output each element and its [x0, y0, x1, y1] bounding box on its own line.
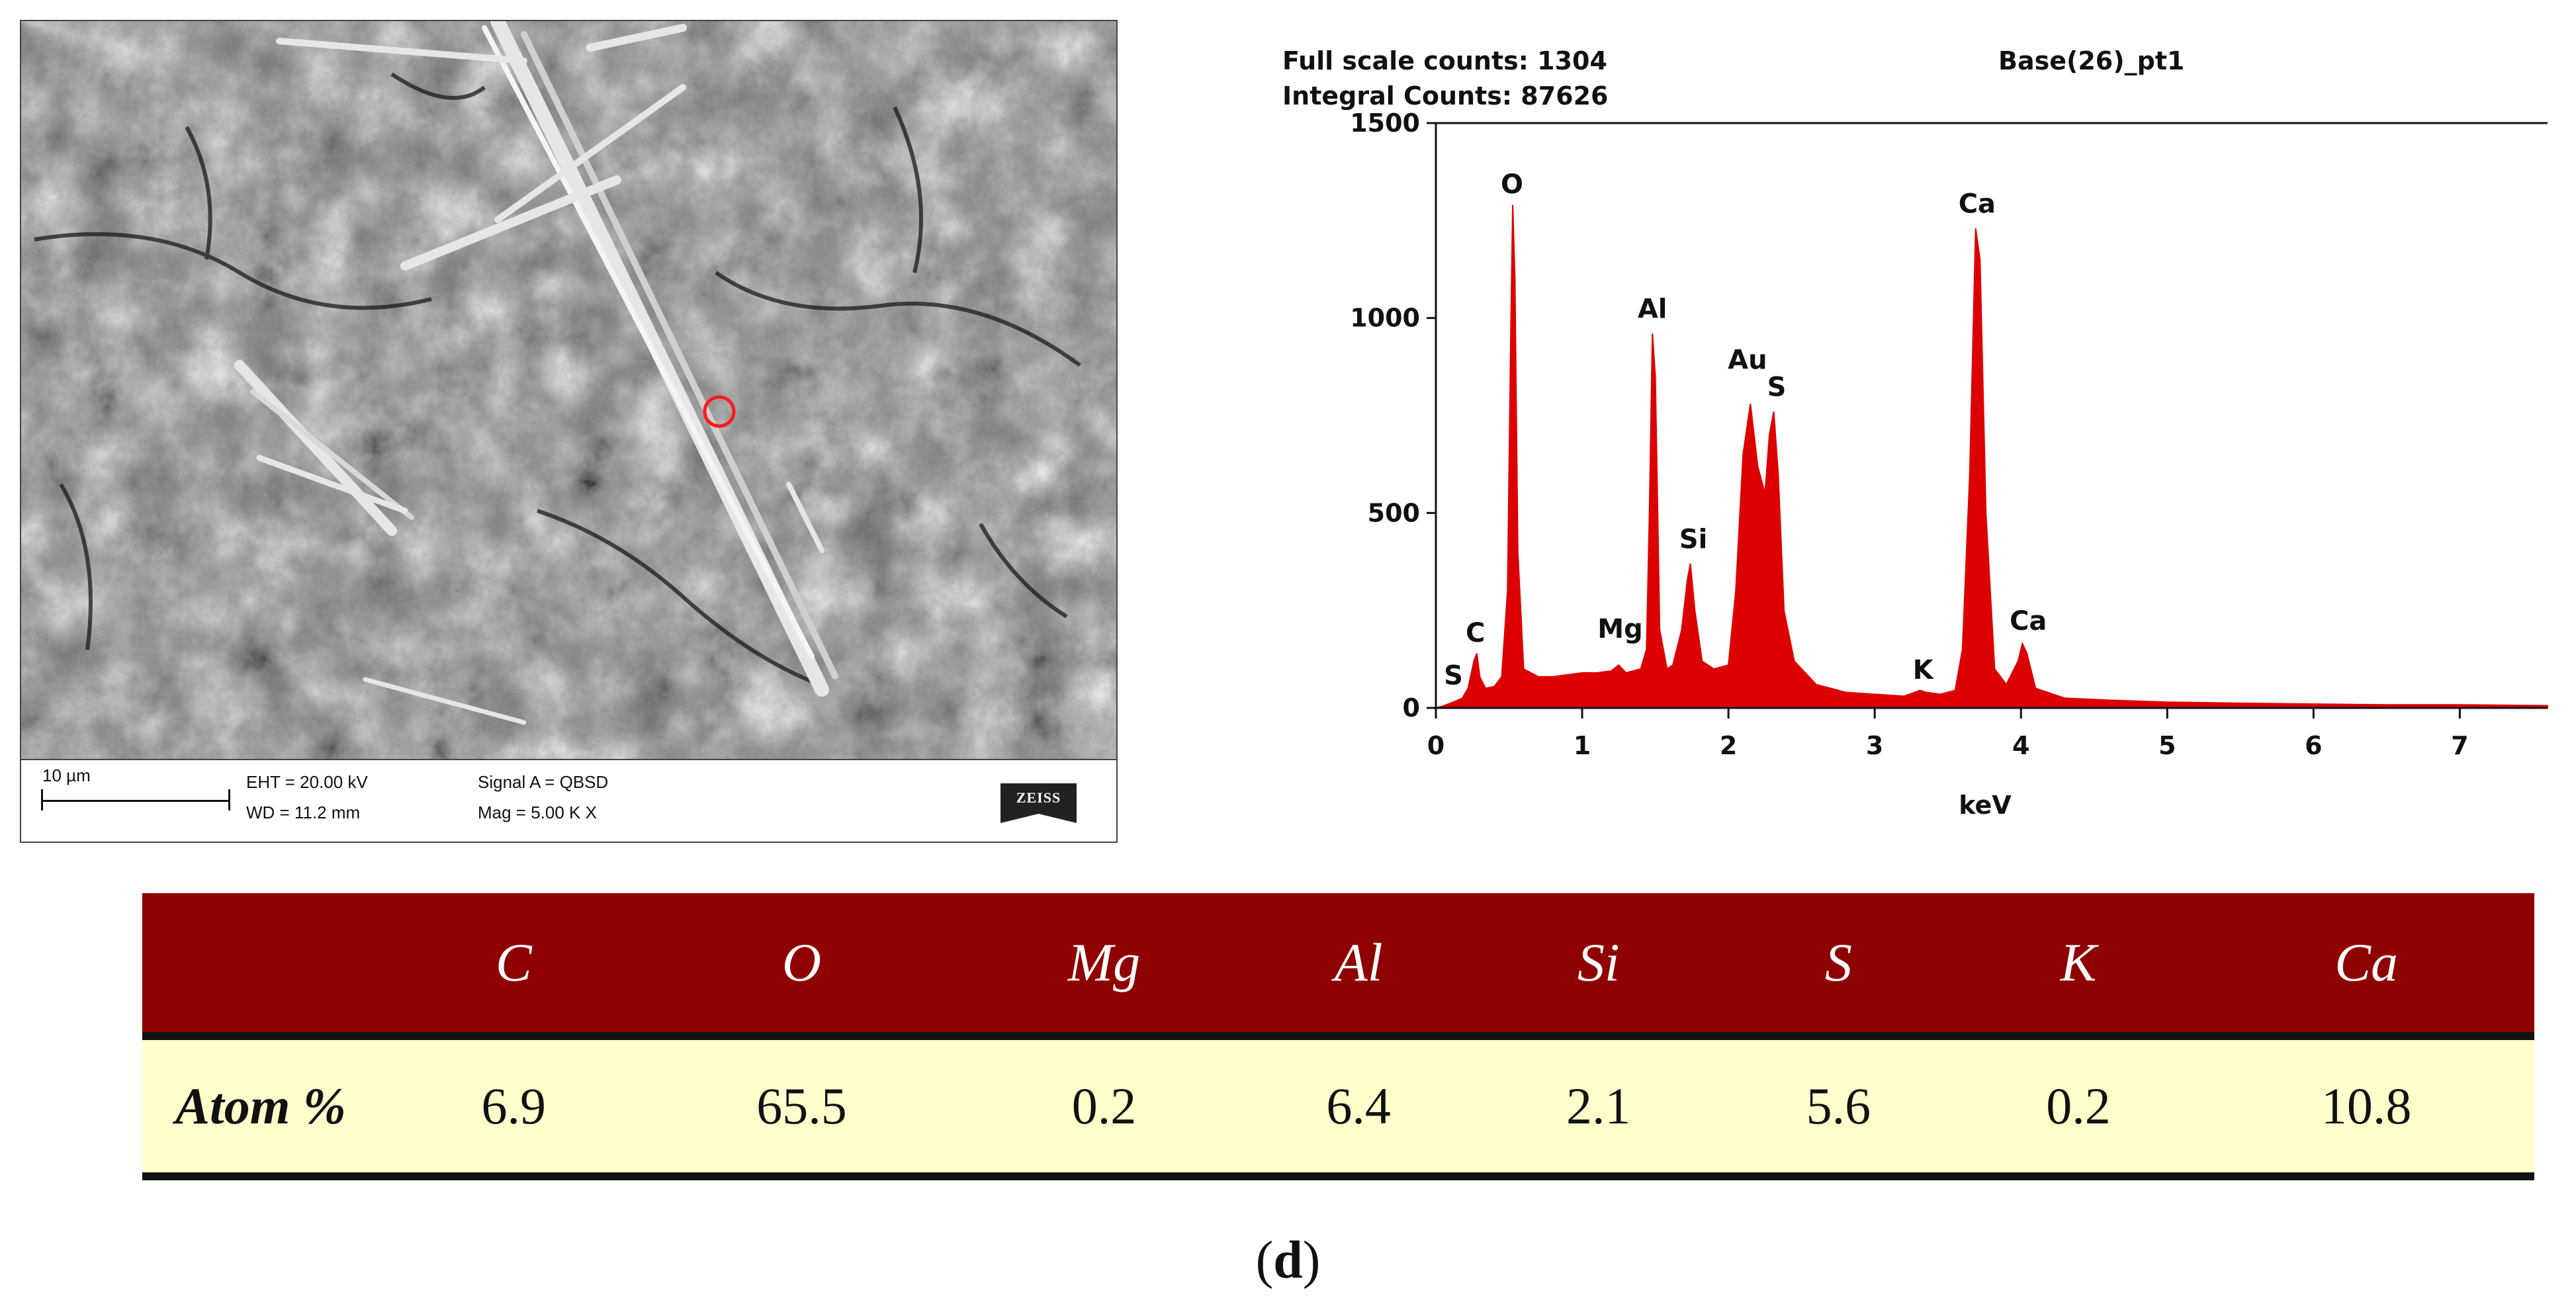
- spectrum-name: Base(26)_pt1: [1998, 46, 2184, 75]
- peak-label: Mg: [1597, 614, 1642, 644]
- value-cell-mg: 0.2: [969, 1036, 1239, 1180]
- signal-readout: Signal A = QBSD: [478, 772, 609, 792]
- x-axis-label: keV: [1959, 791, 2012, 820]
- caption-open: (: [1255, 1231, 1274, 1289]
- table-corner-cell: [142, 893, 394, 1040]
- header-cell-c: C: [394, 893, 634, 1040]
- value-cell-o: 65.5: [633, 1036, 970, 1180]
- header-cell-s: S: [1718, 893, 1959, 1040]
- y-tick-label: 1500: [1350, 109, 1420, 138]
- peak-label: Ca: [1959, 189, 1996, 220]
- scale-bar-tick-right: [228, 789, 230, 810]
- sem-micrograph-image: [21, 21, 1116, 759]
- y-tick-label: 500: [1368, 498, 1420, 527]
- peak-label: Al: [1638, 294, 1667, 325]
- peak-label: Si: [1679, 524, 1708, 554]
- sem-micrograph-panel: 10 µm EHT = 20.00 kV WD = 11.2 mm Signal…: [20, 20, 1118, 843]
- value-cell-al: 6.4: [1238, 1036, 1479, 1180]
- wd-readout: WD = 11.2 mm: [246, 803, 361, 822]
- peak-label: O: [1501, 169, 1523, 200]
- mag-readout: Mag = 5.00 K X: [478, 803, 597, 822]
- header-cell-mg: Mg: [969, 893, 1239, 1040]
- sem-data-bar: 10 µm EHT = 20.00 kV WD = 11.2 mm Signal…: [21, 759, 1116, 842]
- y-tick-label: 0: [1403, 693, 1420, 722]
- scale-bar: [41, 800, 230, 802]
- peak-label: C: [1466, 618, 1485, 648]
- value-cell-s: 5.6: [1718, 1036, 1959, 1180]
- header-cell-ca: Ca: [2198, 893, 2534, 1040]
- figure-caption: (d): [0, 1231, 2576, 1291]
- peak-label: Au: [1728, 345, 1767, 375]
- y-tick-label: 1000: [1350, 304, 1420, 333]
- eds-spectrum-chart: Full scale counts: 1304 Integral Counts:…: [1282, 46, 2548, 820]
- composition-table: C O Mg Al Si S K Ca Atom % 6.9 65.5 0.2 …: [142, 893, 2534, 1180]
- header-cell-k: K: [1958, 893, 2199, 1040]
- x-tick-label: 0: [1427, 731, 1444, 760]
- value-cell-c: 6.9: [394, 1036, 634, 1180]
- x-tick-label: 3: [1866, 731, 1883, 760]
- header-cell-o: O: [633, 893, 970, 1040]
- caption-close: ): [1302, 1231, 1321, 1289]
- integral-counts: Integral Counts: 87626: [1282, 81, 1608, 110]
- value-cell-k: 0.2: [1958, 1036, 2199, 1180]
- peak-label: S: [1444, 661, 1463, 691]
- x-tick-label: 2: [1720, 731, 1737, 760]
- zeiss-logo: ZEISS: [1000, 783, 1077, 823]
- x-tick-label: 4: [2012, 731, 2029, 760]
- value-cell-si: 2.1: [1478, 1036, 1719, 1180]
- peak-label: K: [1913, 655, 1935, 685]
- peak-label: S: [1767, 372, 1787, 403]
- table-row: Atom % 6.9 65.5 0.2 6.4 2.1 5.6 0.2 10.8: [142, 1036, 2534, 1180]
- scale-bar-tick-left: [41, 789, 43, 810]
- value-cell-ca: 10.8: [2198, 1036, 2534, 1180]
- x-tick-label: 1: [1574, 731, 1591, 760]
- full-scale-counts: Full scale counts: 1304: [1282, 46, 1607, 75]
- table-header-row: C O Mg Al Si S K Ca: [142, 893, 2534, 1040]
- header-cell-al: Al: [1238, 893, 1479, 1040]
- x-tick-label: 5: [2158, 731, 2176, 760]
- x-tick-label: 6: [2305, 731, 2322, 760]
- header-cell-si: Si: [1478, 893, 1719, 1040]
- eht-readout: EHT = 20.00 kV: [246, 772, 368, 792]
- caption-letter: d: [1273, 1231, 1303, 1289]
- peak-label: Ca: [2010, 606, 2047, 636]
- x-tick-label: 7: [2451, 731, 2468, 760]
- analysis-point-marker: [703, 395, 736, 428]
- spectrum-series: [1435, 204, 2548, 709]
- row-label-atom-percent: Atom %: [142, 1036, 394, 1180]
- scale-bar-label: 10 µm: [42, 765, 91, 785]
